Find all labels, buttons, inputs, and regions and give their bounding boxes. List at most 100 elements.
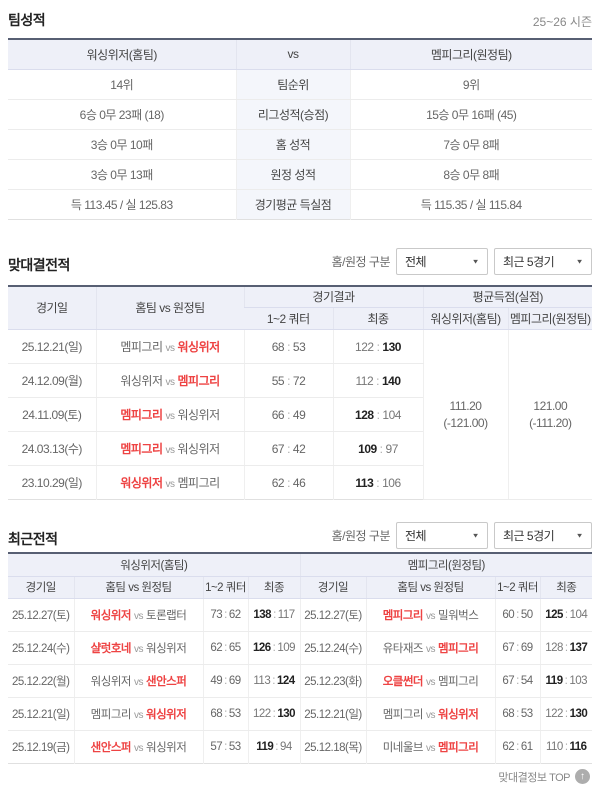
avg-conceded: (-111.20) (529, 415, 572, 430)
col-date: 경기일 (8, 285, 96, 330)
top-link[interactable]: 맞대결정보 TOP (498, 771, 570, 784)
vs-label: vs (426, 742, 436, 754)
avg-value: 121.00 (533, 398, 568, 413)
quarter-away-score: 42 (292, 441, 306, 456)
col-matchup: 홈팀 vs 원정팀 (73, 576, 203, 599)
final-away-score: 117 (277, 608, 295, 621)
quarter-score: 57:53 (202, 730, 248, 763)
col-final: 최종 (247, 576, 301, 599)
col-group-result: 경기결과 (243, 285, 424, 308)
season-label: 25~26 시즌 (532, 15, 592, 29)
match-date: 25.12.27(토) (299, 598, 367, 632)
final-score: 112:140 (332, 363, 424, 398)
quarter-away-score: 46 (292, 475, 306, 490)
final-away-score: 137 (569, 641, 588, 654)
final-home-score: 113 (253, 674, 271, 687)
away-team-value: 9위 (349, 69, 592, 100)
away-team-name: 워싱위저 (438, 708, 479, 721)
col-avg-home: 워싱위저(홈팀) (422, 307, 509, 330)
matchup: 멤피그리 vs 워싱위저 (365, 697, 496, 731)
away-team-value: 7승 0무 8패 (349, 129, 592, 160)
away-team-name: 워싱위저 (146, 708, 187, 721)
quarter-score: 67:54 (494, 664, 541, 698)
final-away-score: 97 (385, 441, 399, 456)
team-stats-header: 팀성적 25~26 시즌 (8, 8, 592, 38)
recent-form-row: 25.12.19(금) 샌안스퍼 vs 워싱위저 57:53 119:94 25.12.18… (8, 730, 593, 763)
away-team-name: 워싱위저 (146, 741, 187, 754)
home-team-name: 워싱위저 (90, 609, 132, 622)
vs-label: vs (426, 676, 436, 688)
match-date: 25.12.19(금) (11, 741, 70, 754)
avg-value: 111.20 (449, 398, 482, 413)
recent-filter-controls: 홈/원정 구분 전체 ▼ 최근 5경기 ▼ (332, 522, 592, 549)
col-final: 최종 (332, 307, 424, 330)
away-team-name: 샌안스퍼 (146, 675, 187, 688)
final-score: 122:130 (332, 329, 424, 364)
quarter-away-score: 53 (228, 740, 241, 753)
h2h-range-select[interactable]: 최근 5경기 ▼ (494, 247, 592, 275)
recent-col-header-row: 경기일 홈팀 vs 원정팀 1~2 쿼터 최종 경기일 홈팀 vs 원정팀 1~… (8, 576, 593, 599)
home-group-header: 워싱위저(홈팀) (8, 553, 301, 577)
vs-label: vs (165, 343, 176, 354)
head-to-head-section: 맞대결전적 홈/원정 구분 전체 ▼ 최근 5경기 ▼ 경기일 홈팀 vs 원정… (8, 247, 593, 500)
team-stats-row: 3승 0무 13패 원정 성적 8승 0무 8패 (8, 159, 592, 190)
quarter-away-score: 53 (228, 707, 241, 720)
vs-label: vs (165, 377, 176, 388)
col-quarter: 1~2 쿼터 (202, 576, 248, 599)
recent-form-table: 워싱위저(홈팀) 멤피그리(원정팀) 경기일 홈팀 vs 원정팀 1~2 쿼터 … (8, 552, 593, 764)
vs-label: vs (426, 610, 436, 622)
final-score: 109:97 (332, 431, 424, 466)
quarter-home-score: 67 (502, 641, 515, 654)
recent-scope-select[interactable]: 전체 ▼ (396, 522, 488, 549)
h2h-scope-select[interactable]: 전체 ▼ (396, 247, 488, 275)
matchup: 멤피그리 vs 워싱위저 (95, 431, 244, 466)
quarter-away-score: 53 (520, 707, 533, 720)
team-stats-table: 워싱위저(홈팀) vs 멤피그리(원정팀) 14위 팀순위 9위 6승 0무 23패 … (8, 38, 592, 220)
team-stats-row: 14위 팀순위 9위 (8, 69, 592, 100)
col-matchup: 홈팀 vs 원정팀 (365, 576, 496, 599)
final-away-score: 116 (569, 740, 588, 753)
away-team-name: 멤피그리 (438, 642, 479, 655)
matchup: 오클썬더 vs 멤피그리 (365, 664, 496, 698)
quarter-home-score: 68 (502, 707, 515, 720)
quarter-score: 60:50 (494, 598, 541, 632)
final-home-score: 138 (253, 608, 272, 621)
away-team-name: 밀워벅스 (438, 609, 479, 622)
away-team-value: 득 115.35 / 실 115.84 (349, 189, 592, 219)
vs-label: vs (134, 709, 144, 721)
quarter-score: 68:53 (202, 697, 248, 731)
home-team-value: 3승 0무 13패 (8, 159, 236, 190)
home-team-name: 멤피그리 (382, 609, 424, 622)
head-to-head-header: 맞대결전적 홈/원정 구분 전체 ▼ 최근 5경기 ▼ (8, 247, 592, 275)
h2h-row: 24.12.09(월) 워싱위저 vs 멤피그리 55:72 112:140 (8, 363, 592, 398)
avg-conceded: (-121.00) (443, 415, 488, 430)
final-home-score: 128 (545, 641, 563, 654)
final-away-score: 103 (569, 674, 587, 687)
final-home-score: 119 (545, 674, 564, 687)
away-team-value: 8승 0무 8패 (349, 159, 592, 190)
home-team-name: 워싱위저 (120, 374, 163, 388)
recent-form-row: 25.12.22(월) 워싱위저 vs 샌안스퍼 49:69 113:124 25.12.2… (8, 664, 593, 698)
quarter-home-score: 62 (271, 475, 285, 490)
quarter-home-score: 67 (502, 674, 515, 687)
h2h-row: 24.11.09(토) 멤피그리 vs 워싱위저 66:49 128:104 (8, 397, 592, 432)
matchup: 샌안스퍼 vs 워싱위저 (73, 730, 203, 763)
vs-label: vs (426, 709, 436, 721)
h2h-filter-controls: 홈/원정 구분 전체 ▼ 최근 5경기 ▼ (332, 247, 592, 275)
scroll-top-icon[interactable]: ↑ (575, 769, 590, 784)
h2h-row: 23.10.29(일) 워싱위저 vs 멤피그리 62:46 113:106 (8, 465, 592, 500)
recent-range-select[interactable]: 최근 5경기 ▼ (494, 522, 592, 549)
home-team-name: 샬럿호네 (90, 642, 132, 655)
matchup: 워싱위저 vs 토론랩터 (73, 598, 203, 632)
final-away-score: 140 (381, 373, 401, 388)
final-away-score: 130 (569, 707, 588, 720)
quarter-away-score: 69 (520, 641, 533, 654)
quarter-score: 62:61 (494, 730, 541, 763)
match-date: 25.12.18(목) (299, 730, 367, 763)
col-quarter: 1~2 쿼터 (494, 576, 541, 599)
away-team-name: 워싱위저 (177, 408, 221, 422)
final-home-score: 112 (355, 373, 374, 388)
final-score: 128:137 (539, 631, 593, 665)
matchup: 멤피그리 vs 워싱위저 (95, 329, 244, 364)
quarter-score: 62:65 (202, 631, 248, 665)
